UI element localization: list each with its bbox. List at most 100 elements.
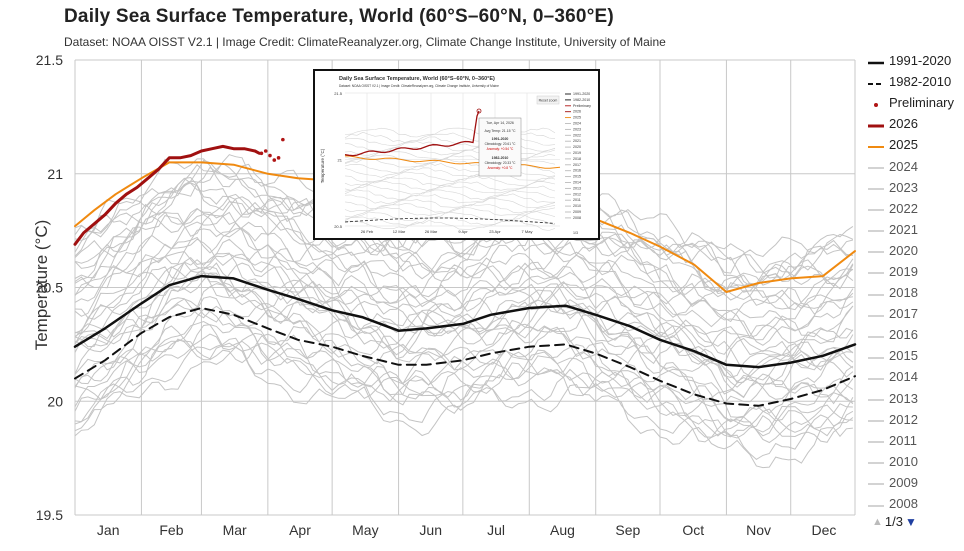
legend-item[interactable]: 2008 <box>868 493 964 514</box>
inset-x-tick: 12 Mar <box>393 229 406 234</box>
y-tick-label: 21 <box>47 166 63 182</box>
legend-item[interactable]: 2009 <box>868 472 964 493</box>
legend-item[interactable]: 2012 <box>868 409 964 430</box>
legend-label: 2023 <box>889 179 918 195</box>
y-axis-ticks: 19.5 20 20.5 21 21.5 <box>36 52 63 523</box>
preliminary-point <box>268 153 272 158</box>
legend-label: 2014 <box>889 369 918 385</box>
legend-item[interactable]: 1982-2010 <box>868 71 964 92</box>
x-tick-label: May <box>352 522 378 538</box>
legend-item[interactable]: 1991-2020 <box>868 50 964 71</box>
legend-item[interactable]: 2025 <box>868 134 964 155</box>
background-year-line <box>74 252 854 377</box>
legend-item[interactable]: 2014 <box>868 366 964 387</box>
chart-title: Daily Sea Surface Temperature, World (60… <box>64 6 614 27</box>
chart-legend[interactable]: 1991-2020 1982-2010 Preliminary 2026 2025 202… <box>868 50 964 514</box>
preliminary-point <box>281 137 285 142</box>
legend-item[interactable]: 2022 <box>868 198 964 219</box>
inset-legend-label: 2011 <box>573 198 581 202</box>
background-year-line <box>74 296 854 418</box>
legend-item[interactable]: 2010 <box>868 451 964 472</box>
legend-swatch-icon <box>868 351 884 361</box>
background-year-line <box>74 177 853 301</box>
legend-label: 2024 <box>889 158 918 174</box>
legend-swatch-icon <box>868 330 884 340</box>
legend-swatch-icon <box>868 182 884 192</box>
x-tick-label: Jan <box>97 522 120 538</box>
legend-swatch-icon <box>868 309 884 319</box>
x-tick-label: Dec <box>811 522 836 538</box>
pager-up-icon[interactable]: ▲ <box>872 515 883 528</box>
legend-label: 2011 <box>889 432 917 448</box>
legend-item[interactable]: 2015 <box>868 345 964 366</box>
inset-legend-label: 2014 <box>573 181 581 185</box>
x-tick-label: Jul <box>487 522 505 538</box>
y-tick-label: 19.5 <box>36 507 63 523</box>
legend-swatch-icon <box>868 266 884 276</box>
legend-item[interactable]: 2016 <box>868 324 964 345</box>
background-year-line <box>74 283 854 400</box>
legend-item[interactable]: 2023 <box>868 177 964 198</box>
legend-label: 2015 <box>889 348 918 364</box>
legend-item[interactable]: Preliminary <box>868 92 964 113</box>
inset-tooltip-avg: Avg Temp: 21.15 °C <box>484 129 516 133</box>
legend-swatch-icon <box>868 477 884 487</box>
inset-x-tick: 26 Mar <box>425 229 438 234</box>
legend-item[interactable]: 2013 <box>868 388 964 409</box>
background-year-line <box>74 272 854 399</box>
legend-item[interactable]: 2019 <box>868 261 964 282</box>
inset-legend-label: 2015 <box>573 175 581 179</box>
background-year-line <box>74 324 854 444</box>
inset-y-label: Temperature (°C) <box>320 148 325 183</box>
inset-tooltip-clim1: Climatology: 20.61 °C <box>485 142 517 146</box>
x-tick-label: Jun <box>419 522 442 538</box>
legend-pager[interactable]: ▲ 1/3 ▼ <box>872 514 917 529</box>
legend-item[interactable]: 2020 <box>868 240 964 261</box>
background-year-line <box>74 182 854 298</box>
legend-item[interactable]: 2011 <box>868 430 964 451</box>
background-year-line <box>74 272 854 395</box>
pager-down-icon[interactable]: ▼ <box>904 514 917 529</box>
background-year-line <box>74 262 854 384</box>
background-year-lines <box>74 154 854 469</box>
inset-y-tick: 21 <box>338 158 343 163</box>
series-line-1982-2010 <box>74 307 856 407</box>
inset-legend-label: 1982-2010 <box>573 98 590 102</box>
legend-swatch-icon <box>868 224 884 234</box>
legend-swatch-icon <box>868 393 884 403</box>
legend-label: 2013 <box>889 390 918 406</box>
legend-item[interactable]: 2017 <box>868 303 964 324</box>
inset-legend-label: 2012 <box>573 192 581 196</box>
legend-item[interactable]: 2024 <box>868 155 964 176</box>
legend-item[interactable]: 2026 <box>868 113 964 134</box>
background-year-line <box>74 266 853 379</box>
x-tick-label: Sep <box>615 522 640 538</box>
legend-label: 1991-2020 <box>889 53 952 69</box>
legend-swatch-icon <box>868 98 884 108</box>
pager-label: 1/3 <box>884 514 903 529</box>
inset-legend-label: 2024 <box>573 122 581 126</box>
background-year-line <box>74 238 854 357</box>
background-year-line <box>74 222 854 346</box>
inset-legend-label: 2023 <box>573 127 581 131</box>
inset-legend-label: 2019 <box>573 151 581 155</box>
x-tick-label: Oct <box>682 522 704 538</box>
legend-label: 2025 <box>889 137 918 153</box>
inset-legend-label: 2020 <box>573 145 581 149</box>
legend-label: 2017 <box>889 306 918 322</box>
inset-legend-label: 2010 <box>573 204 581 208</box>
legend-swatch-icon <box>868 119 884 129</box>
legend-label: 2020 <box>889 242 918 258</box>
legend-label: 2022 <box>889 200 918 216</box>
legend-item[interactable]: 2018 <box>868 282 964 303</box>
inset-reset-zoom-label: Reset zoom <box>539 99 558 103</box>
x-tick-label: Nov <box>746 522 771 538</box>
inset-legend-label: 2022 <box>573 133 581 137</box>
x-tick-label: Feb <box>159 522 183 538</box>
inset-reset-zoom-button <box>536 95 560 105</box>
inset-legend-label: 2016 <box>573 169 581 173</box>
legend-label: 2018 <box>889 285 918 301</box>
legend-label: 2021 <box>889 221 918 237</box>
inset-legend-page: 1/3 <box>573 231 578 235</box>
legend-item[interactable]: 2021 <box>868 219 964 240</box>
